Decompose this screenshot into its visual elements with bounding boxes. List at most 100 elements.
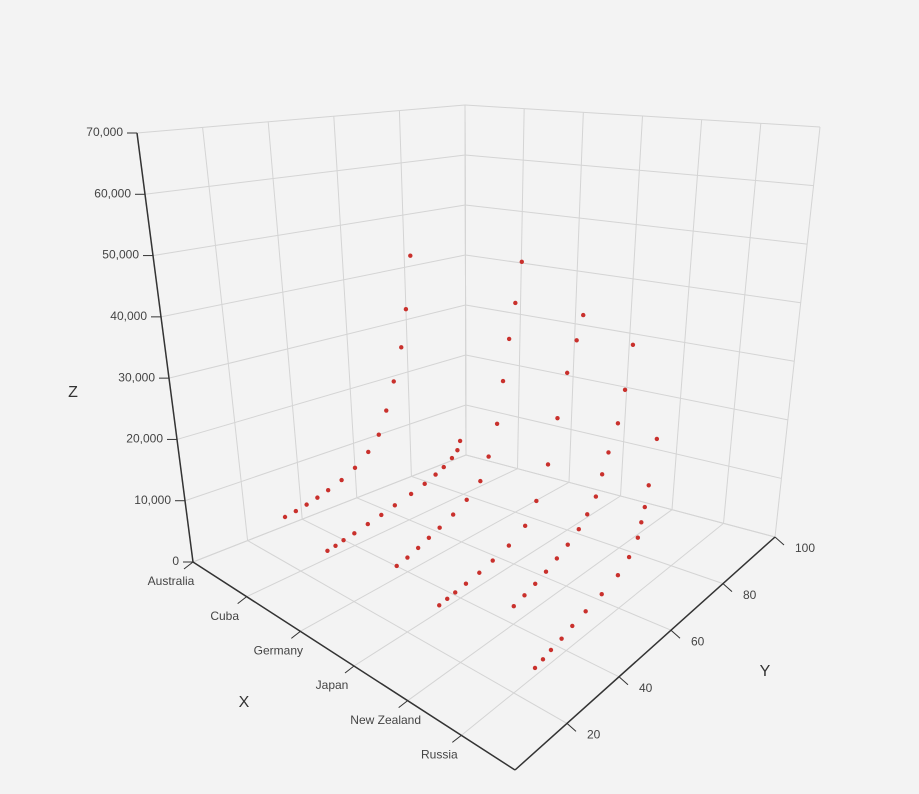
grid-line	[774, 126, 821, 538]
y-tick	[774, 536, 785, 546]
point	[408, 253, 413, 258]
grid-line	[353, 495, 621, 667]
point	[622, 387, 628, 393]
y-tick-label: 20	[587, 728, 601, 742]
point	[615, 572, 621, 578]
point	[543, 569, 549, 574]
y-axis-label: Y	[760, 663, 771, 680]
point	[519, 259, 524, 265]
grid-line	[723, 123, 762, 524]
point	[408, 491, 414, 497]
grid-line	[168, 304, 466, 379]
grid-line	[568, 112, 584, 483]
point	[449, 455, 455, 461]
point	[585, 512, 590, 517]
point	[293, 508, 299, 514]
x-tick	[183, 561, 194, 570]
point	[606, 450, 611, 455]
grid-line	[300, 481, 570, 632]
y-tick	[618, 676, 629, 686]
point	[534, 498, 539, 504]
point	[433, 472, 438, 477]
x-tick-label: Australia	[148, 574, 195, 588]
y-axis	[514, 536, 776, 771]
point	[654, 436, 660, 442]
y-tick-label: 80	[743, 588, 757, 602]
point	[593, 494, 599, 499]
point	[494, 421, 500, 426]
z-grid	[152, 204, 808, 257]
point	[639, 520, 644, 525]
x-tick	[398, 700, 408, 709]
z-axis-label: Z	[68, 384, 78, 401]
grid-line	[267, 121, 303, 520]
point	[422, 481, 427, 487]
point	[646, 483, 651, 488]
point	[464, 497, 469, 502]
point	[630, 342, 636, 348]
grid-line	[192, 454, 467, 563]
point	[599, 591, 604, 597]
point	[522, 593, 527, 598]
point	[506, 336, 512, 342]
z-tick-label: 40,000	[110, 309, 147, 323]
point	[599, 472, 605, 477]
point	[522, 523, 528, 529]
point	[490, 558, 495, 563]
z-tick-label: 70,000	[86, 125, 123, 139]
point	[506, 543, 512, 548]
point	[325, 487, 331, 493]
point	[532, 665, 538, 671]
point	[450, 512, 456, 517]
x-tick-label: Cuba	[210, 609, 239, 623]
x-tick	[344, 665, 355, 674]
point	[315, 495, 320, 500]
grid-line	[620, 115, 643, 497]
z-tick-label: 30,000	[118, 370, 155, 384]
point	[477, 570, 482, 575]
point	[511, 604, 516, 609]
point	[513, 300, 518, 306]
point	[399, 345, 404, 350]
point	[626, 554, 632, 560]
point	[426, 535, 432, 540]
x-tick	[291, 630, 301, 639]
z-grid	[144, 154, 814, 195]
grid-line	[333, 116, 358, 498]
point	[565, 542, 570, 547]
point	[405, 555, 410, 560]
grid-line	[184, 404, 467, 502]
z-tick-label: 10,000	[134, 493, 171, 507]
grid-line	[671, 119, 703, 510]
grid-line	[407, 509, 673, 702]
y-tick-label: 60	[691, 634, 705, 648]
point	[366, 449, 371, 455]
point	[635, 535, 641, 540]
grid-line	[398, 110, 412, 477]
grid-line	[246, 468, 518, 598]
point	[379, 512, 384, 518]
point	[352, 531, 357, 536]
point	[437, 603, 442, 608]
grid-line	[144, 154, 466, 195]
point	[437, 525, 442, 530]
x-tick-label: New Zealand	[350, 713, 421, 727]
y-tick	[722, 583, 733, 592]
z-grid	[136, 104, 821, 134]
x-tick-label: Russia	[421, 748, 458, 762]
point	[500, 378, 506, 384]
z-axis	[136, 132, 194, 563]
x-tick	[237, 596, 247, 605]
z-tick-label: 20,000	[126, 432, 163, 446]
point	[555, 415, 560, 421]
z-grid	[192, 454, 776, 563]
point	[642, 504, 647, 510]
y-tick	[670, 629, 681, 639]
point	[574, 338, 579, 343]
point	[339, 477, 344, 483]
x-tick-label: Japan	[316, 678, 349, 692]
point	[365, 521, 371, 527]
z-tick-label: 50,000	[102, 248, 139, 262]
point	[455, 448, 460, 453]
point	[282, 514, 288, 520]
